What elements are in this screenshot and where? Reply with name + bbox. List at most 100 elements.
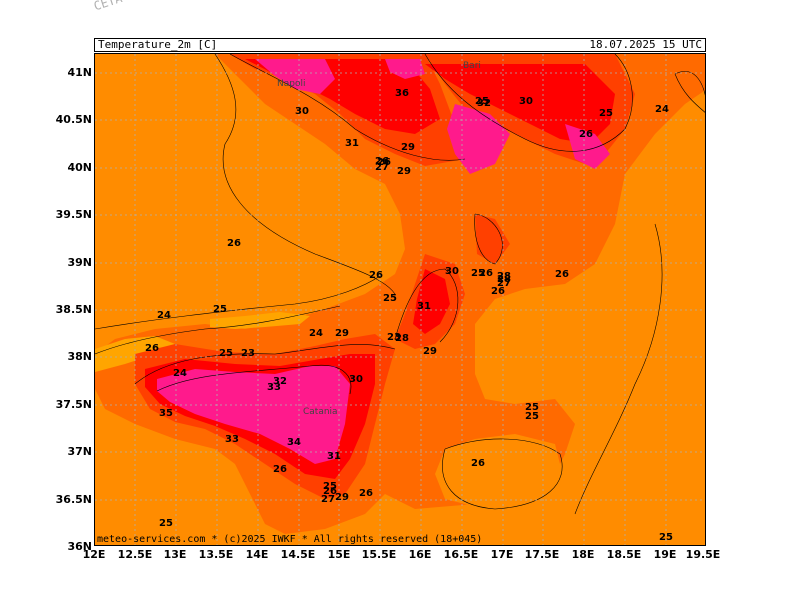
city-label-catania: Catania [303,407,338,417]
temp-band-32-plus [255,59,335,94]
lon-label: 17E [490,548,514,561]
contour-label: 26 [471,458,485,469]
contour-line [95,275,381,330]
contour-line [134,344,396,385]
temperature-map: Napoli Bari Catania 24 26 25 26 26 25 24… [94,53,706,546]
contour-label: 32 [273,376,287,387]
contour-label: 25 [383,293,397,304]
lat-label: 41N [67,66,92,79]
contour-label: 24 [173,368,187,379]
lat-label: 36.5N [55,493,92,506]
lon-label: 16.5E [443,548,479,561]
contour-label: 26 [369,270,383,281]
contour-label: 26 [479,268,493,279]
contour-label: 26 [273,464,287,475]
contour-label: 30 [445,266,459,277]
lat-label: 39.5N [55,208,92,221]
temp-band-32-plus [157,366,350,464]
contour-label: 25 [213,304,227,315]
lat-label: 36N [67,540,92,553]
contour-label: 28 [497,274,511,285]
map-title: Temperature_2m [C] [98,38,218,51]
contour-label: 27 [375,162,389,173]
contour-line [442,438,563,510]
lon-label: 12.5E [117,548,153,561]
contour-label: 31 [327,451,341,462]
lon-label: 17.5E [524,548,560,561]
contour-label: 26 [377,157,391,168]
lon-label: 18E [571,548,595,561]
contour-label: 31 [417,301,431,312]
contour-line [214,54,396,295]
contour-label: 27 [497,278,511,289]
contour-label: 33 [267,382,281,393]
contour-label: 30 [349,374,363,385]
temp-band-28-30 [475,214,510,264]
contour-label: 26 [491,286,505,297]
contour-label: 28 [497,271,511,282]
contour-label: 29 [335,492,349,503]
temp-band-32-plus [565,124,610,169]
contour-label: 29 [397,166,411,177]
lon-label: 19.5E [685,548,721,561]
lon-label: 15E [327,548,351,561]
temp-band-30-32 [413,269,450,334]
lat-label: 38N [67,350,92,363]
temperature-field: Napoli Bari Catania 24 26 25 26 26 25 24… [95,54,705,545]
contour-line [394,268,459,343]
temp-band-24-26 [435,434,565,509]
lat-label: 40N [67,161,92,174]
contour-label: 30 [519,96,533,107]
temp-band-32-plus [447,104,510,174]
contour-label: 26 [145,343,159,354]
lon-label: 13.5E [198,548,234,561]
contour-label: 29 [423,346,437,357]
contour-label: 24 [157,310,171,321]
temp-band-24-26 [565,175,705,545]
contour-label: 25 [219,348,233,359]
contour-label: 25 [599,108,613,119]
contour-line [229,54,466,161]
contour-label: 25 [525,411,539,422]
contour-label: 25 [659,532,673,543]
lon-label: 14E [245,548,269,561]
contour-label: 25 [525,402,539,413]
temp-band-30-32 [425,64,615,144]
contour-label: 35 [159,408,173,419]
lon-label: 13E [163,548,187,561]
contour-label: 26 [375,156,389,167]
contour-label: 32 [477,98,491,109]
contour-label: 24 [309,328,323,339]
forecast-datetime: 18.07.2025 15 UTC [589,38,702,51]
lat-label: 38.5N [55,303,92,316]
lon-label: 18.5E [606,548,642,561]
contour-label: 25 [159,518,173,529]
temp-band-22-24 [210,312,310,329]
contour-label: 26 [555,269,569,280]
map-header: Temperature_2m [C] 18.07.2025 15 UTC [94,38,706,52]
contour-label: 31 [345,138,359,149]
contour-label: 33 [225,434,239,445]
contour-line [474,213,503,265]
lon-label: 14.5E [280,548,316,561]
contour-label: 36 [395,88,409,99]
contour-label: 34 [287,437,301,448]
contour-label: 26 [227,238,241,249]
city-label-napoli: Napoli [277,79,305,89]
contour-label: 26 [579,129,593,140]
lon-label: 19E [653,548,677,561]
temp-band-32-plus [385,59,425,79]
contour-line [156,364,352,395]
lat-label: 40.5N [55,113,92,126]
contour-label: 26 [323,486,337,497]
model-watermark: CETA - m [92,0,151,13]
contour-label: 26 [359,488,373,499]
city-label-bari: Bari [463,61,481,71]
contour-label: 30 [295,106,309,117]
contour-line [424,54,633,152]
contour-label: 23 [387,332,401,343]
contour-label: 24 [655,104,669,115]
contour-label: 23 [241,348,255,359]
copyright-footer: meteo-services.com * (c)2025 IWKF * All … [97,534,483,545]
contour-label: 25 [471,268,485,279]
